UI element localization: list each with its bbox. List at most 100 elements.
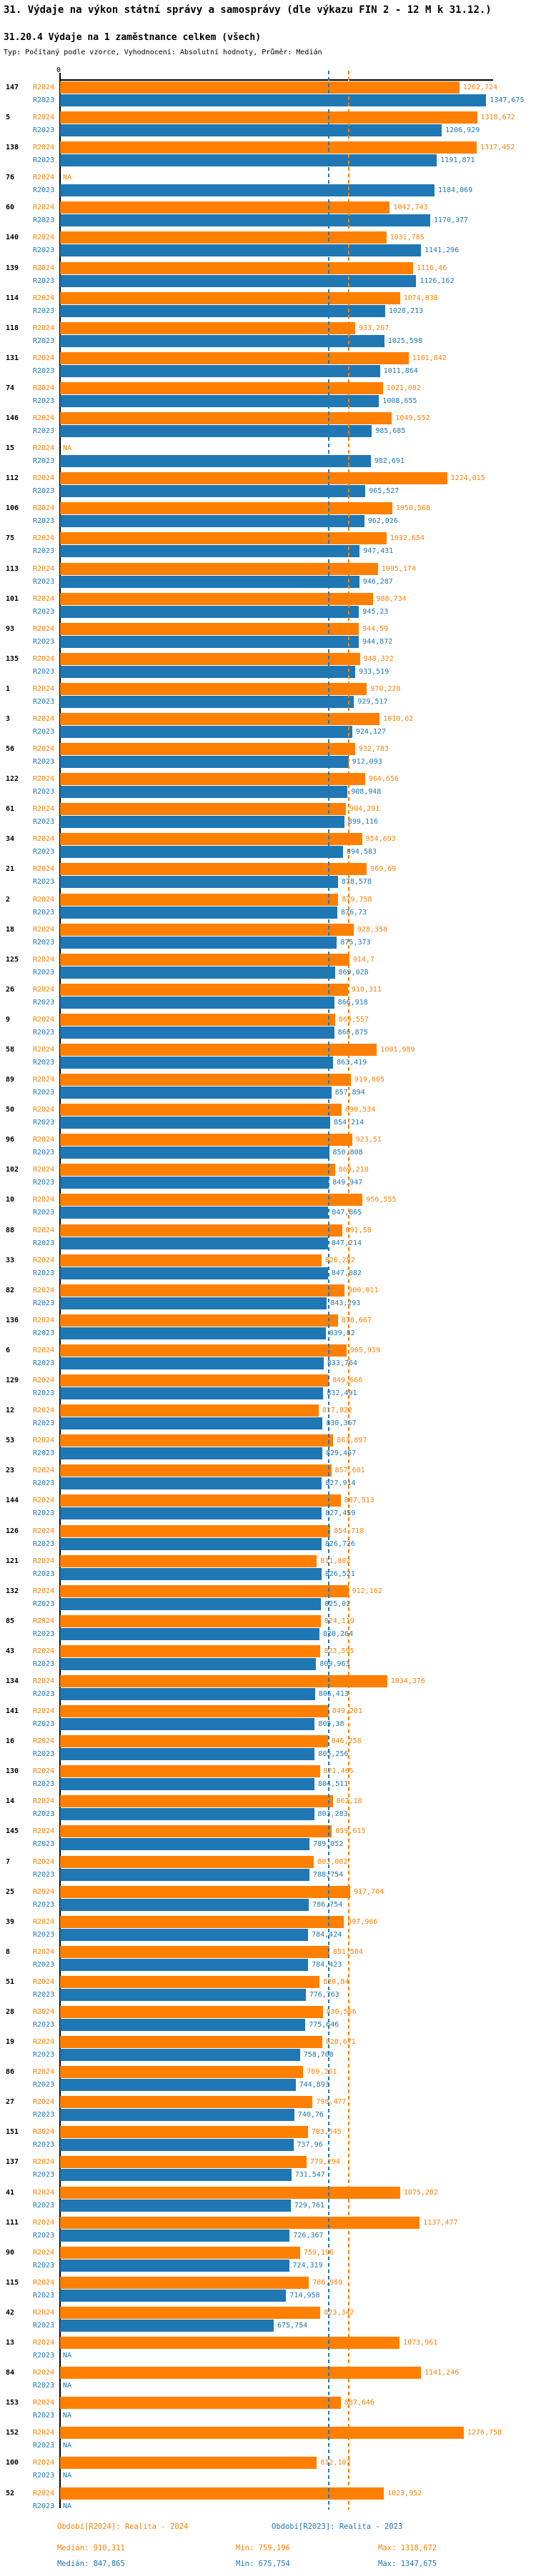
row-id-label: 88	[6, 1226, 15, 1234]
bar-r2024	[60, 2427, 464, 2440]
series-label-r2024: R2024	[33, 1467, 55, 1475]
row-id-label: 76	[6, 174, 15, 182]
value-label-r2024: 803,002	[317, 1857, 348, 1866]
bar-r2023	[60, 1988, 306, 2001]
bar-group-140: 140 R2024 1031,785 R2023 1141,296	[0, 231, 536, 261]
bar-r2024	[60, 923, 354, 936]
value-label-r2023: 825,02	[324, 1599, 351, 1608]
series-label-r2023: R2023	[33, 758, 55, 767]
row-id-label: 138	[6, 144, 19, 152]
series-label-r2024: R2024	[33, 2218, 55, 2227]
legend-period-r2024: Období[R2024]: Realita - 2024	[57, 2522, 189, 2531]
bar-r2023	[60, 1778, 314, 1791]
series-label-r2023: R2023	[33, 1689, 55, 1698]
series-label-r2023: R2023	[33, 1810, 55, 1819]
bar-group-27: 27 R2024 798,477 R2023 740,76	[0, 2096, 536, 2126]
row-id-label: 15	[6, 444, 15, 453]
bar-r2023	[60, 154, 437, 167]
value-label-r2024: 887,513	[344, 1497, 374, 1505]
series-label-r2023: R2023	[33, 1509, 55, 1518]
bar-r2023	[60, 1567, 322, 1580]
series-label-r2023: R2023	[33, 637, 55, 646]
series-label-r2024: R2024	[33, 534, 55, 543]
series-label-r2024: R2024	[33, 714, 55, 723]
value-label-r2023: 731,547	[294, 2171, 325, 2180]
axis-zero-tick	[59, 73, 61, 79]
bar-group-15: 15 R2024 NA R2023 982,691	[0, 442, 536, 472]
bar-group-14: 14 R2024 862,18 R2023 803,283	[0, 1795, 536, 1825]
bar-r2024	[60, 1584, 349, 1597]
bar-group-141: 141 R2024 849,201 R2023 805,38	[0, 1705, 536, 1735]
bar-r2023	[60, 2199, 291, 2212]
bar-r2023	[60, 485, 366, 498]
bar-group-112: 112 R2024 1224,015 R2023 965,527	[0, 472, 536, 502]
series-label-r2024: R2024	[33, 2098, 55, 2107]
row-id-label: 113	[6, 564, 19, 573]
bar-r2024	[60, 1705, 329, 1718]
series-label-r2024: R2024	[33, 1797, 55, 1806]
value-label-r2023: 843,293	[330, 1299, 361, 1307]
series-label-r2023: R2023	[33, 1389, 55, 1398]
value-label-r2024: 862,18	[336, 1797, 362, 1806]
bar-r2023	[60, 1718, 315, 1731]
bar-r2024	[60, 1104, 342, 1117]
value-label-r2023: 982,691	[374, 457, 405, 466]
row-id-label: 16	[6, 1737, 15, 1746]
value-label-r2024: 851,504	[332, 1947, 363, 1956]
bar-r2023	[60, 1507, 322, 1520]
legend-max-r2024: Max: 1318,672	[378, 2544, 437, 2552]
value-label-r2024: 1023,952	[387, 2489, 422, 2497]
bar-r2024	[60, 2246, 300, 2259]
series-label-r2024: R2024	[33, 84, 55, 91]
bar-group-113: 113 R2024 1005,174 R2023 946,287	[0, 562, 536, 593]
bar-r2024	[60, 141, 477, 154]
series-label-r2023: R2023	[33, 1179, 55, 1187]
bar-group-136: 136 R2024 878,667 R2023 839,82	[0, 1314, 536, 1344]
row-id-label: 114	[6, 294, 19, 302]
value-label-r2024: 769,261	[307, 2068, 337, 2077]
series-label-r2023: R2023	[33, 1209, 55, 1217]
row-id-label: 125	[6, 955, 19, 964]
bar-group-115: 115 R2024 786,959 R2023 714,958	[0, 2276, 536, 2307]
bar-r2024	[60, 893, 339, 906]
bar-group-53: 53 R2024 863,897 R2023 829,467	[0, 1434, 536, 1464]
value-label-r2024: 812,102	[320, 2459, 351, 2467]
row-id-label: 43	[6, 1647, 15, 1655]
bar-r2024	[60, 803, 347, 816]
value-label-r2023: 912,093	[352, 758, 382, 767]
bar-r2023	[60, 94, 487, 106]
row-id-label: 34	[6, 835, 15, 844]
bar-r2024	[60, 1735, 328, 1748]
series-label-r2024: R2024	[33, 1827, 55, 1836]
bar-r2023	[60, 1267, 328, 1279]
series-label-r2023: R2023	[33, 2201, 55, 2210]
series-label-r2024: R2024	[33, 985, 55, 994]
row-id-label: 132	[6, 1587, 19, 1595]
value-label-r2024: 1318,672	[480, 114, 515, 122]
row-id-label: 56	[6, 745, 15, 754]
series-label-r2023: R2023	[33, 2352, 55, 2360]
bar-r2023	[60, 334, 384, 347]
row-id-label: 8	[6, 1947, 11, 1956]
series-label-r2023: R2023	[33, 2321, 55, 2330]
bar-r2023	[60, 695, 354, 708]
value-label-r2023: 809,963	[319, 1659, 350, 1668]
series-label-r2024: R2024	[33, 2188, 55, 2197]
value-label-r2023: 899,116	[347, 818, 379, 827]
bar-rows-container: 147 R2024 1262,724 R2023 1347,675 5 R2024 1318,…	[0, 81, 536, 2517]
bar-r2024	[60, 1224, 342, 1237]
bar-r2024	[60, 261, 413, 274]
bar-r2023	[60, 304, 385, 317]
bar-r2023	[60, 575, 359, 588]
series-label-r2024: R2024	[33, 955, 55, 964]
series-label-r2023: R2023	[33, 1149, 55, 1157]
series-label-r2024: R2024	[33, 865, 55, 874]
bar-r2024	[60, 1194, 363, 1207]
value-label-r2024: 823,595	[324, 1647, 354, 1655]
bar-r2023	[60, 1177, 329, 1189]
value-label-r2023: NA	[63, 2382, 72, 2390]
value-label-r2023: 1184,069	[438, 186, 473, 195]
bar-group-51: 51 R2024 820,84 R2023 776,763	[0, 1975, 536, 2006]
series-label-r2024: R2024	[33, 2068, 55, 2077]
series-label-r2024: R2024	[33, 2158, 55, 2167]
